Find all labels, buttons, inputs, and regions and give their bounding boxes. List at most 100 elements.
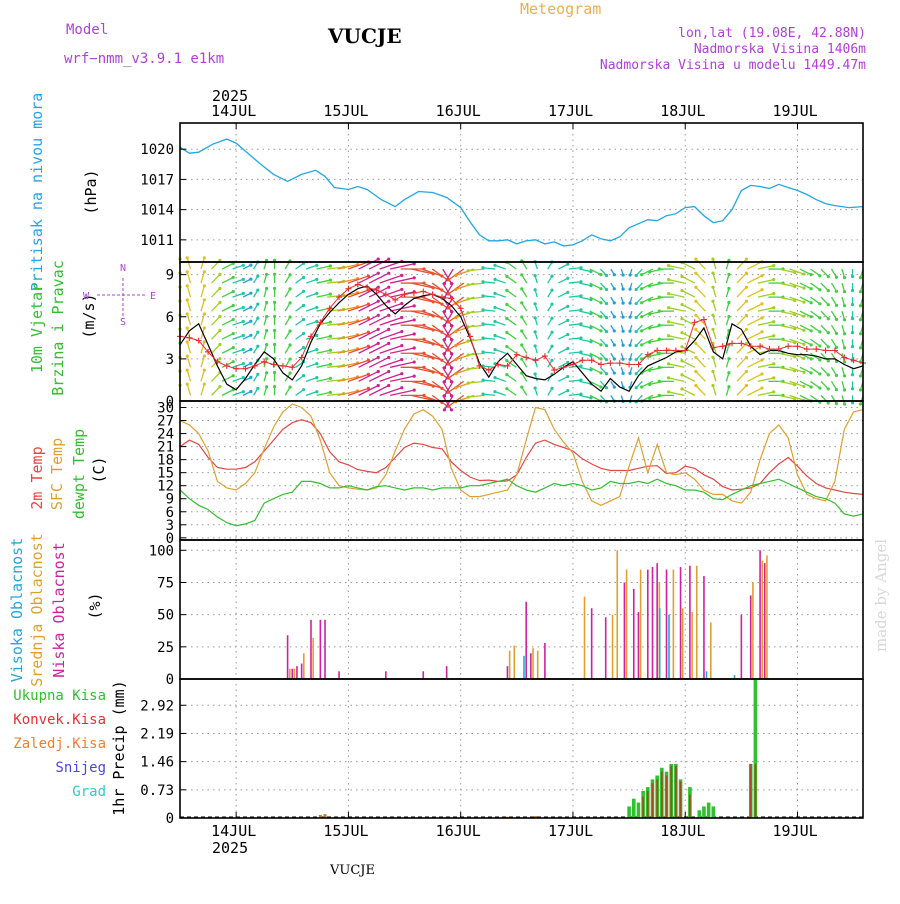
wind-arrow bbox=[695, 385, 706, 396]
wind-arrow-head bbox=[727, 286, 731, 291]
wind-arrow-head bbox=[264, 258, 269, 262]
wind-arrow-head bbox=[241, 390, 245, 394]
precip-conv-bar bbox=[749, 763, 752, 818]
wind-arrow-head bbox=[272, 286, 277, 290]
wind-arrow bbox=[232, 377, 244, 382]
wind-arrow bbox=[316, 279, 331, 284]
wind-arrow bbox=[579, 394, 592, 399]
wind-arrow bbox=[799, 268, 812, 276]
wind-arrow-head bbox=[256, 372, 260, 376]
wind-arrow bbox=[747, 303, 763, 312]
wind-arrow-head bbox=[711, 299, 715, 303]
wind-arrow bbox=[799, 310, 812, 318]
wind-arrow-head bbox=[604, 386, 609, 390]
panel-frame bbox=[179, 678, 864, 819]
wind-arrow-head bbox=[249, 361, 253, 365]
wind-arrow bbox=[443, 381, 454, 397]
wind-arrow-head bbox=[842, 402, 847, 406]
wind-arrow bbox=[830, 324, 838, 334]
wind-arrow bbox=[589, 282, 602, 290]
wind-arrow-head bbox=[387, 369, 391, 374]
wind-arrow-head bbox=[366, 372, 370, 376]
precip-total-bar bbox=[702, 806, 706, 818]
wind-arrow-head bbox=[249, 291, 253, 295]
wind-arrow bbox=[810, 338, 821, 347]
gust-marker bbox=[644, 351, 651, 358]
wind-arrow bbox=[347, 359, 369, 368]
wind-arrow-head bbox=[566, 276, 570, 280]
gust-marker bbox=[831, 347, 838, 354]
wind-arrow bbox=[221, 389, 234, 396]
wind-arrow-head bbox=[288, 287, 292, 291]
wind-arrow-head bbox=[599, 357, 603, 361]
wind-arrow-head bbox=[599, 343, 603, 347]
ytick-label: 1014 bbox=[140, 203, 174, 219]
gust-marker bbox=[775, 346, 782, 353]
wind-arrow bbox=[589, 352, 602, 360]
wind-arrow bbox=[442, 268, 453, 284]
wind-arrow bbox=[668, 321, 685, 326]
year-label-top: 2025 bbox=[212, 87, 248, 105]
wind-arrow bbox=[232, 306, 244, 312]
wind-arrow-head bbox=[850, 316, 855, 321]
wind-arrow bbox=[557, 277, 569, 284]
wind-arrow-head bbox=[604, 330, 609, 334]
wind-arrow-head bbox=[202, 382, 206, 386]
gust-marker bbox=[251, 362, 258, 369]
wind-arrow bbox=[316, 349, 331, 354]
wind-arrow-head bbox=[412, 360, 416, 364]
wind-arrow-head bbox=[566, 332, 570, 337]
wind-arrow-head bbox=[694, 285, 698, 289]
wind-arrow bbox=[411, 324, 434, 331]
wind-arrow bbox=[668, 278, 685, 284]
wind-arrow bbox=[747, 331, 763, 340]
wind-arrow-head bbox=[579, 308, 583, 312]
wind-arrow-head bbox=[772, 278, 776, 282]
wind-arrow-head bbox=[301, 388, 306, 392]
wind-arrow bbox=[431, 296, 448, 309]
wind-arrow-head bbox=[202, 354, 206, 358]
wind-arrow-head bbox=[579, 336, 583, 340]
ytick-label: 3 bbox=[166, 352, 174, 368]
wind-arrow-head bbox=[809, 357, 813, 361]
temp-unit: (C) bbox=[90, 456, 108, 483]
wind-arrow-head bbox=[621, 315, 625, 319]
wind-arrow bbox=[327, 280, 344, 284]
wind-arrow-head bbox=[628, 287, 632, 291]
wind-arrow-head bbox=[826, 401, 830, 405]
wind-arrow-head bbox=[249, 333, 253, 337]
gust-marker bbox=[298, 354, 305, 361]
precip-total-bar bbox=[753, 679, 758, 818]
wind-arrow-head bbox=[850, 302, 855, 307]
wind-arrow bbox=[200, 383, 205, 396]
wind-arrow-head bbox=[481, 392, 485, 396]
wind-arrow-head bbox=[249, 319, 253, 323]
wind-arrow-head bbox=[505, 373, 509, 377]
wind-arrow bbox=[316, 391, 331, 397]
wind-arrow-head bbox=[400, 273, 404, 277]
wind-arrow-head bbox=[400, 287, 404, 292]
day-label-top: 18JUL bbox=[660, 102, 705, 120]
wind-arrow bbox=[431, 352, 448, 365]
wind-arrow-head bbox=[272, 370, 277, 375]
wind-arrow bbox=[494, 377, 506, 382]
wind-arrow-head bbox=[185, 284, 189, 288]
wind-arrow bbox=[747, 317, 763, 326]
wind-arrow bbox=[736, 356, 747, 368]
wind-arrow bbox=[810, 282, 821, 291]
wind-arrow-head bbox=[400, 358, 404, 362]
cloud-ylabel-high: Visoka Oblacnost bbox=[8, 538, 26, 683]
wind-arrow-head bbox=[400, 386, 404, 390]
wind-arrow bbox=[284, 344, 291, 354]
precip-total-bar bbox=[631, 798, 636, 818]
wind-arrow-head bbox=[612, 329, 616, 333]
wind-arrow-head bbox=[666, 362, 671, 366]
wind-arrow bbox=[589, 324, 602, 332]
wind-arrow bbox=[589, 338, 602, 346]
wind-arrow bbox=[557, 390, 569, 396]
wind-arrow-head bbox=[454, 329, 458, 334]
wind-arrow bbox=[557, 361, 569, 368]
wind-arrow bbox=[568, 295, 582, 298]
precip-total-bar bbox=[627, 806, 631, 818]
gust-marker bbox=[223, 362, 230, 369]
